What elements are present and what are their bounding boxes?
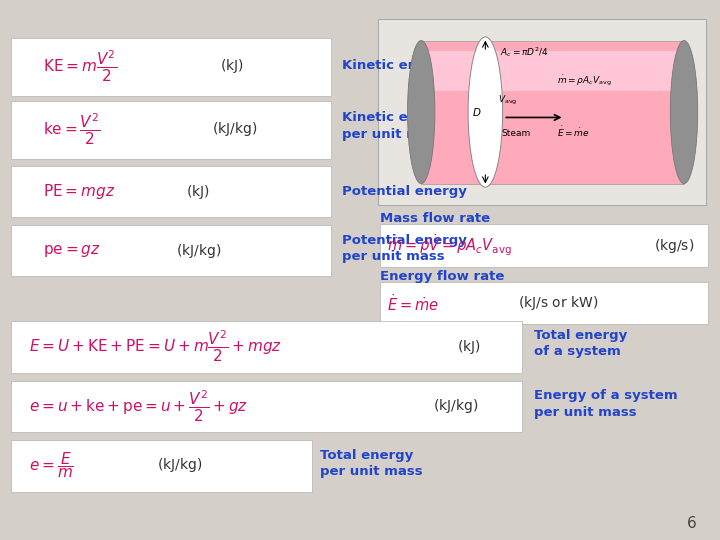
Text: $(\mathrm{kJ})$: $(\mathrm{kJ})$	[220, 57, 243, 75]
Text: Mass flow rate: Mass flow rate	[380, 212, 490, 225]
Ellipse shape	[670, 40, 698, 184]
Text: Kinetic energy
per unit mass: Kinetic energy per unit mass	[342, 111, 451, 140]
Text: $\mathrm{pe} = gz$: $\mathrm{pe} = gz$	[43, 243, 101, 259]
FancyBboxPatch shape	[378, 19, 706, 205]
Text: 6: 6	[687, 516, 697, 531]
Text: $e = \dfrac{E}{m}$: $e = \dfrac{E}{m}$	[29, 450, 73, 481]
Ellipse shape	[408, 40, 435, 184]
Text: $V_\mathrm{avg}$: $V_\mathrm{avg}$	[498, 93, 518, 106]
Text: Energy flow rate: Energy flow rate	[380, 270, 505, 283]
Text: $(\mathrm{kJ})$: $(\mathrm{kJ})$	[457, 338, 481, 356]
Text: Energy of a system
per unit mass: Energy of a system per unit mass	[534, 389, 678, 418]
FancyBboxPatch shape	[421, 51, 684, 91]
Text: $\dot{m} = \rho\dot{V} = \rho A_c V_\mathrm{avg}$: $\dot{m} = \rho\dot{V} = \rho A_c V_\mat…	[387, 233, 512, 259]
Text: Kinetic energy: Kinetic energy	[342, 59, 451, 72]
Text: $\dot{E} = \dot{m}e$: $\dot{E} = \dot{m}e$	[387, 293, 439, 314]
Text: Potential energy: Potential energy	[342, 185, 467, 198]
Text: $\dot{E} = \dot{m}e$: $\dot{E} = \dot{m}e$	[557, 125, 590, 139]
FancyBboxPatch shape	[11, 38, 331, 96]
FancyBboxPatch shape	[11, 101, 331, 159]
FancyBboxPatch shape	[11, 440, 312, 492]
FancyBboxPatch shape	[11, 381, 522, 432]
Text: $(\mathrm{kJ/kg})$: $(\mathrm{kJ/kg})$	[433, 397, 479, 415]
Text: $\dot{m} = \rho A_c V_\mathrm{avg}$: $\dot{m} = \rho A_c V_\mathrm{avg}$	[557, 73, 612, 87]
Text: Potential energy
per unit mass: Potential energy per unit mass	[342, 234, 467, 263]
Text: $(\mathrm{kJ/kg})$: $(\mathrm{kJ/kg})$	[212, 120, 258, 138]
Text: $(\mathrm{kg/s})$: $(\mathrm{kg/s})$	[654, 237, 694, 255]
FancyBboxPatch shape	[11, 166, 331, 217]
Ellipse shape	[468, 37, 503, 187]
FancyBboxPatch shape	[11, 225, 331, 276]
Text: $E = U + \mathrm{KE} + \mathrm{PE} = U + m\dfrac{V^2}{2} + mgz$: $E = U + \mathrm{KE} + \mathrm{PE} = U +…	[29, 329, 282, 365]
FancyBboxPatch shape	[421, 40, 684, 184]
Text: $A_c = \pi D^2/4$: $A_c = \pi D^2/4$	[500, 45, 549, 59]
Text: $(\mathrm{kJ/kg})$: $(\mathrm{kJ/kg})$	[157, 456, 202, 475]
Text: Total energy
per unit mass: Total energy per unit mass	[320, 449, 423, 478]
Text: $e = u + \mathrm{ke} + \mathrm{pe} = u + \dfrac{V^2}{2} + gz$: $e = u + \mathrm{ke} + \mathrm{pe} = u +…	[29, 388, 248, 424]
Text: $(\mathrm{kJ/kg})$: $(\mathrm{kJ/kg})$	[176, 242, 222, 260]
Text: $D$: $D$	[472, 106, 482, 118]
FancyBboxPatch shape	[380, 282, 708, 324]
FancyBboxPatch shape	[380, 224, 708, 267]
FancyBboxPatch shape	[11, 321, 522, 373]
Text: Steam: Steam	[501, 130, 531, 138]
Text: $\mathrm{ke} = \dfrac{V^2}{2}$: $\mathrm{ke} = \dfrac{V^2}{2}$	[43, 111, 101, 147]
Text: $(\mathrm{kJ})$: $(\mathrm{kJ})$	[186, 183, 210, 201]
Text: $\mathrm{KE} = m\dfrac{V^2}{2}$: $\mathrm{KE} = m\dfrac{V^2}{2}$	[43, 48, 117, 84]
Text: $(\mathrm{kJ/s\ or\ kW})$: $(\mathrm{kJ/s\ or\ kW})$	[518, 294, 599, 313]
Text: Total energy
of a system: Total energy of a system	[534, 329, 628, 358]
Text: $\mathrm{PE} = mgz$: $\mathrm{PE} = mgz$	[43, 182, 116, 201]
